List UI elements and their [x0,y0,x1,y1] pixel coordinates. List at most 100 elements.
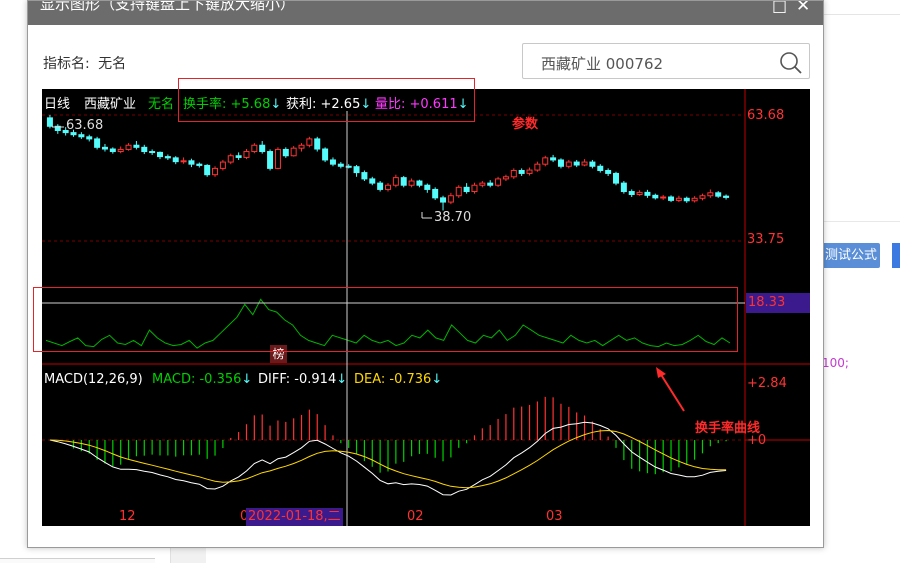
period-label: 日线 [44,97,71,112]
candle-body [133,144,140,148]
macd-name-label: MACD(12,26,9) [44,372,143,387]
candle-body [675,197,682,201]
candle-body [683,197,690,202]
search-icon[interactable] [779,51,803,79]
close-icon[interactable]: ✕ [796,1,811,16]
chart-canvas [42,89,810,526]
candle-body [298,144,305,149]
price-axis-low: 33.75 [747,232,785,247]
candle-body [526,169,533,174]
ranking-tag[interactable]: 榜 [270,345,287,363]
candle-body [78,134,85,138]
candle-body [274,148,281,169]
candle-body [400,177,407,186]
background-divider [824,14,900,15]
stock-search-input[interactable]: 西藏矿业 000762 [522,43,810,79]
candle-body [613,172,619,184]
x-axis-partial-label: 0 [240,509,249,524]
turnover-line [45,298,731,349]
indicator-name: 指标名: 无名 [43,53,126,73]
price-axis-high: 63.68 [747,108,785,123]
candle-body [149,151,156,154]
candle-body [573,161,580,166]
candle-body [589,161,596,167]
macd-axis-top: +2.84 [747,376,787,391]
dialog-titlebar[interactable]: 显示图形（支持键盘上下键放大缩小） □ ✕ [28,1,823,25]
candle-body [691,197,698,202]
candle-body [628,191,635,195]
candle-body [707,192,714,197]
candle-body [290,147,297,157]
candle-body [329,159,336,165]
x-axis-month-12: 12 [119,509,136,524]
stock-search-value: 西藏矿业 000762 [541,55,664,73]
candle-body [46,117,53,127]
candle-body [180,160,187,163]
candle-body [306,138,313,146]
candle-body [141,146,148,153]
macd-axis-zero: +0 [747,433,767,448]
candle-body [125,144,132,150]
candle-body [644,191,651,196]
candle-body [243,151,250,158]
candle-body [518,169,525,174]
candle-body [550,157,557,161]
turnover-readout: 换手率: +5.68↓ [183,97,282,112]
candle-body [196,163,203,166]
candle-body [605,169,612,174]
volume-ratio-readout: 量比: +0.611↓ [375,97,469,112]
background-blue-button[interactable] [892,243,900,268]
candle-body [487,182,494,186]
background-code-snippet: 100; [822,356,849,370]
candle-body [157,151,163,158]
candle-body [54,125,61,131]
candle-body [227,155,234,163]
candle-body [502,176,509,180]
candle-body [101,146,108,150]
candle-body [408,180,415,186]
formula-name-label: 无名 [148,97,175,112]
candle-body [455,186,462,197]
cursor-value-tag: 18.33 [746,293,810,313]
candle-body [172,157,179,163]
candle-body [424,184,431,190]
candle-body [581,161,588,166]
candle-body [117,148,124,153]
candle-body [668,196,675,201]
maximize-icon[interactable]: □ [772,1,788,15]
candle-body [392,177,399,186]
cursor-date-tag: 2022-01-18,二 [246,508,343,526]
candle-body [235,155,242,158]
candle-body [109,148,116,153]
candle-body [620,182,627,193]
turnover-curve-annotation: 换手率曲线 [695,421,761,436]
candle-body [267,151,274,169]
candle-body [723,195,730,198]
candle-body [715,192,722,197]
candle-body [62,129,69,134]
indicator-name-value: 无名 [98,56,127,72]
candle-body [164,156,171,159]
candle-body [636,191,643,195]
candle-body [377,182,384,190]
candle-body [534,163,541,171]
candle-body [447,195,454,203]
candle-body [510,169,517,178]
chart-dialog: 显示图形（支持键盘上下键放大缩小） □ ✕ 指标名: 无名 西藏矿业 00076… [27,0,824,548]
candle-body [314,138,321,150]
candle-body [565,161,572,167]
candle-body [660,196,667,199]
candle-body [597,165,604,171]
diff-value-readout: DIFF: -0.914↓ [258,372,348,387]
stock-chart[interactable]: 日线 西藏矿业 无名 换手率: +5.68↓ 获利: +2.65↓ 量比: +0… [42,89,810,526]
background-divider-2 [824,221,900,222]
dea-line [49,429,727,489]
test-formula-button[interactable]: 测试公式 [822,243,880,268]
candle-body [322,148,329,161]
candle-body [416,180,423,186]
candle-body [282,148,289,157]
candle-body [471,184,478,193]
candle-body [70,132,77,136]
min-price-marker: 38.70 [434,210,472,225]
stock-name-label: 西藏矿业 [84,97,137,112]
